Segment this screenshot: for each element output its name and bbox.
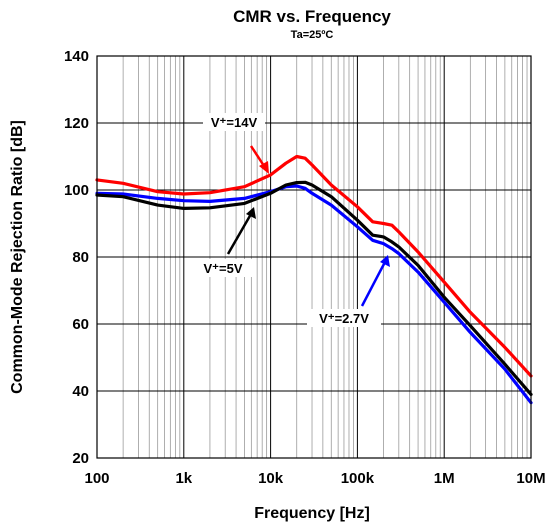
- y-tick-label: 60: [72, 316, 89, 333]
- annotations: V⁺=14V V⁺=5V V⁺=2.7V: [194, 113, 390, 327]
- annotation-bg-2-7v: [307, 309, 381, 327]
- chart-title: CMR vs. Frequency: [233, 7, 391, 26]
- annotation-bg-5v: [194, 259, 252, 277]
- x-tick-label: 100k: [341, 470, 375, 487]
- x-tick-label: 10k: [258, 470, 284, 487]
- chart-subtitle: Ta=25ºC: [291, 29, 334, 41]
- x-tick-label: 1k: [175, 470, 192, 487]
- annotation-arrowhead-5v: [246, 207, 256, 219]
- y-tick-label: 80: [72, 249, 89, 266]
- series-line-5v: [95, 180, 533, 396]
- x-tick-label: 10M: [516, 470, 545, 487]
- x-tick-labels: 100 1k 10k 100k 1M 10M: [84, 470, 545, 487]
- x-tick-label: 1M: [434, 470, 455, 487]
- y-tick-labels: 20 40 60 80 100 120 140: [64, 48, 89, 467]
- series-line-14v: [95, 154, 533, 378]
- annotation-arrow-2-7v: [360, 261, 387, 307]
- y-tick-label: 100: [64, 182, 89, 199]
- annotation-arrow-5v: [226, 213, 253, 255]
- annotation-arrowhead-14v: [259, 161, 269, 174]
- x-tick-label: 100: [84, 470, 109, 487]
- annotation-bg-14v: [203, 113, 265, 131]
- y-tick-label: 120: [64, 115, 89, 132]
- series-lines: [95, 154, 533, 405]
- annotation-label-5v: V⁺=5V: [203, 261, 242, 276]
- x-axis-label: Frequency [Hz]: [254, 505, 370, 522]
- annotation-label-2-7v: V⁺=2.7V: [319, 311, 369, 326]
- series-line-27v: [95, 184, 533, 405]
- annotation-label-14v: V⁺=14V: [211, 115, 258, 130]
- y-axis-label: Common-Mode Rejection Ratio [dB]: [9, 120, 26, 394]
- y-tick-label: 140: [64, 48, 89, 65]
- plot-frame: [96, 55, 532, 459]
- annotation-arrowhead-2-7v: [380, 255, 390, 267]
- y-tick-label: 20: [72, 450, 89, 467]
- y-tick-label: 40: [72, 383, 89, 400]
